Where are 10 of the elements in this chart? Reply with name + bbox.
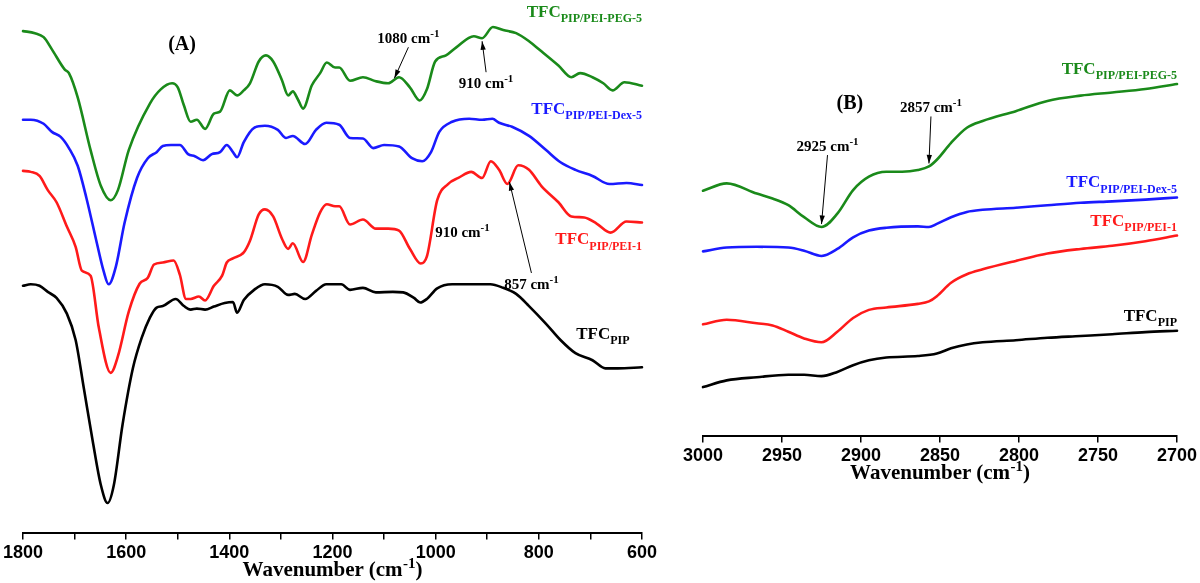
x-tick-label: 800: [523, 542, 554, 563]
annotation: (B): [836, 90, 864, 114]
x-tick-label: 2700: [1156, 445, 1197, 466]
x-tick-label: 3000: [683, 445, 724, 466]
x-tick-label: 2750: [1077, 445, 1119, 466]
x-tick-label: 1800: [3, 542, 44, 563]
x-tick-label: 600: [626, 542, 658, 563]
annotation: (A): [168, 32, 196, 56]
x-tick-label: 1600: [106, 542, 147, 563]
x-tick-label: 2950: [761, 445, 803, 466]
